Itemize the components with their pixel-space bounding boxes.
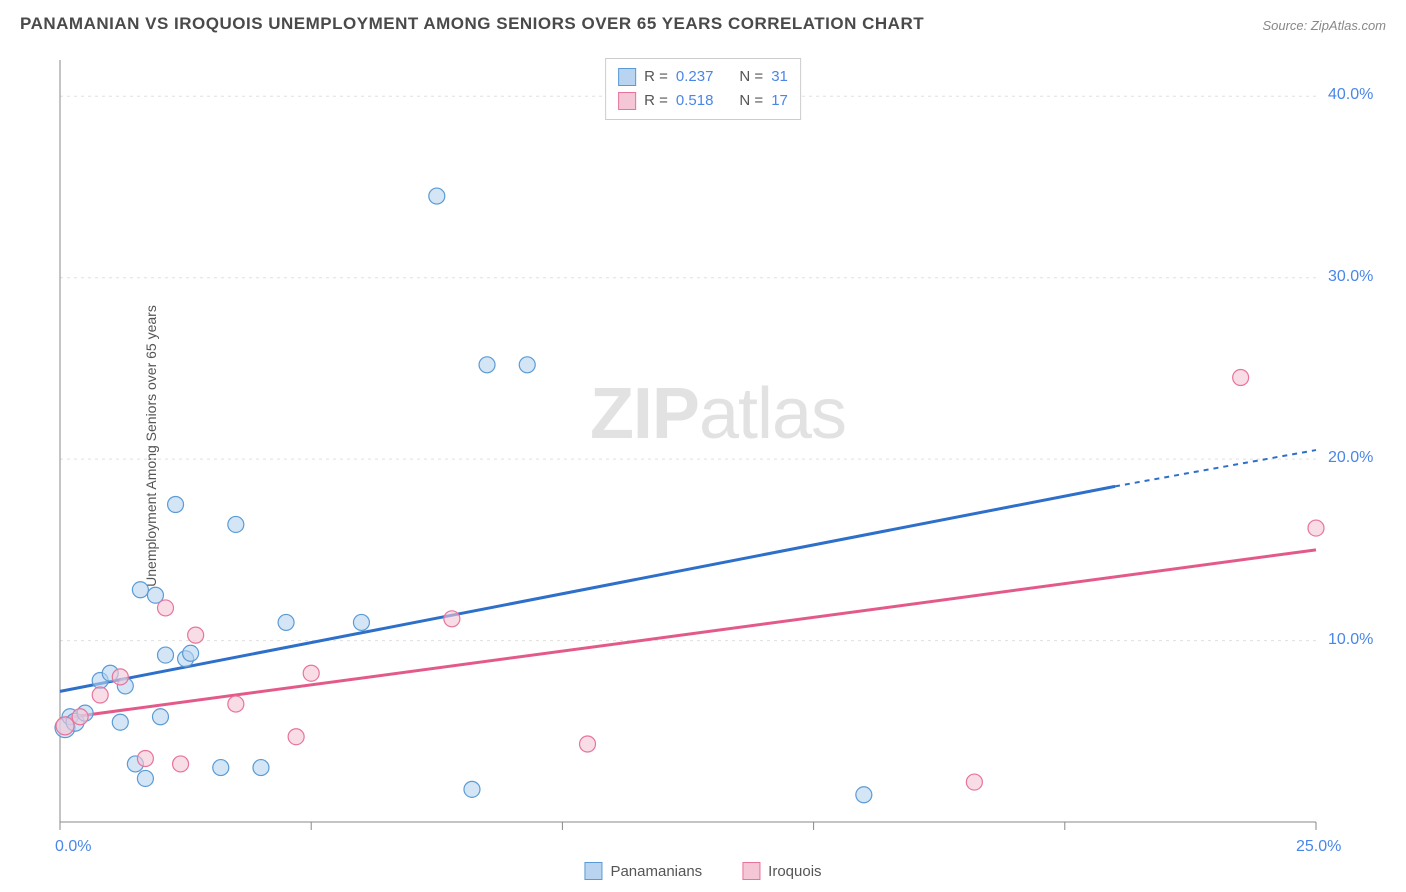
swatch-icon	[618, 92, 636, 110]
legend-row-panamanians: R = 0.237 N = 31	[618, 65, 788, 89]
plot-area: ZIPatlas	[50, 50, 1386, 842]
source-attribution: Source: ZipAtlas.com	[1262, 18, 1386, 33]
legend-label: Iroquois	[768, 863, 821, 880]
n-label: N =	[739, 65, 763, 89]
correlation-legend: R = 0.237 N = 31 R = 0.518 N = 17	[605, 58, 801, 120]
legend-item-iroquois: Iroquois	[742, 862, 821, 880]
swatch-icon	[584, 862, 602, 880]
r-value: 0.237	[676, 65, 714, 89]
chart-title: PANAMANIAN VS IROQUOIS UNEMPLOYMENT AMON…	[20, 14, 924, 34]
n-value: 17	[771, 89, 788, 113]
y-tick-20: 20.0%	[1328, 449, 1373, 467]
swatch-icon	[618, 68, 636, 86]
r-label: R =	[644, 89, 668, 113]
x-tick-max: 25.0%	[1296, 838, 1341, 856]
chart-svg	[50, 50, 1386, 842]
legend-item-panamanians: Panamanians	[584, 862, 702, 880]
n-value: 31	[771, 65, 788, 89]
x-tick-min: 0.0%	[55, 838, 91, 856]
y-tick-40: 40.0%	[1328, 86, 1373, 104]
n-label: N =	[739, 89, 763, 113]
legend-row-iroquois: R = 0.518 N = 17	[618, 89, 788, 113]
swatch-icon	[742, 862, 760, 880]
r-label: R =	[644, 65, 668, 89]
y-tick-30: 30.0%	[1328, 268, 1373, 286]
y-tick-10: 10.0%	[1328, 631, 1373, 649]
legend-label: Panamanians	[610, 863, 702, 880]
r-value: 0.518	[676, 89, 714, 113]
series-legend: Panamanians Iroquois	[584, 862, 821, 880]
